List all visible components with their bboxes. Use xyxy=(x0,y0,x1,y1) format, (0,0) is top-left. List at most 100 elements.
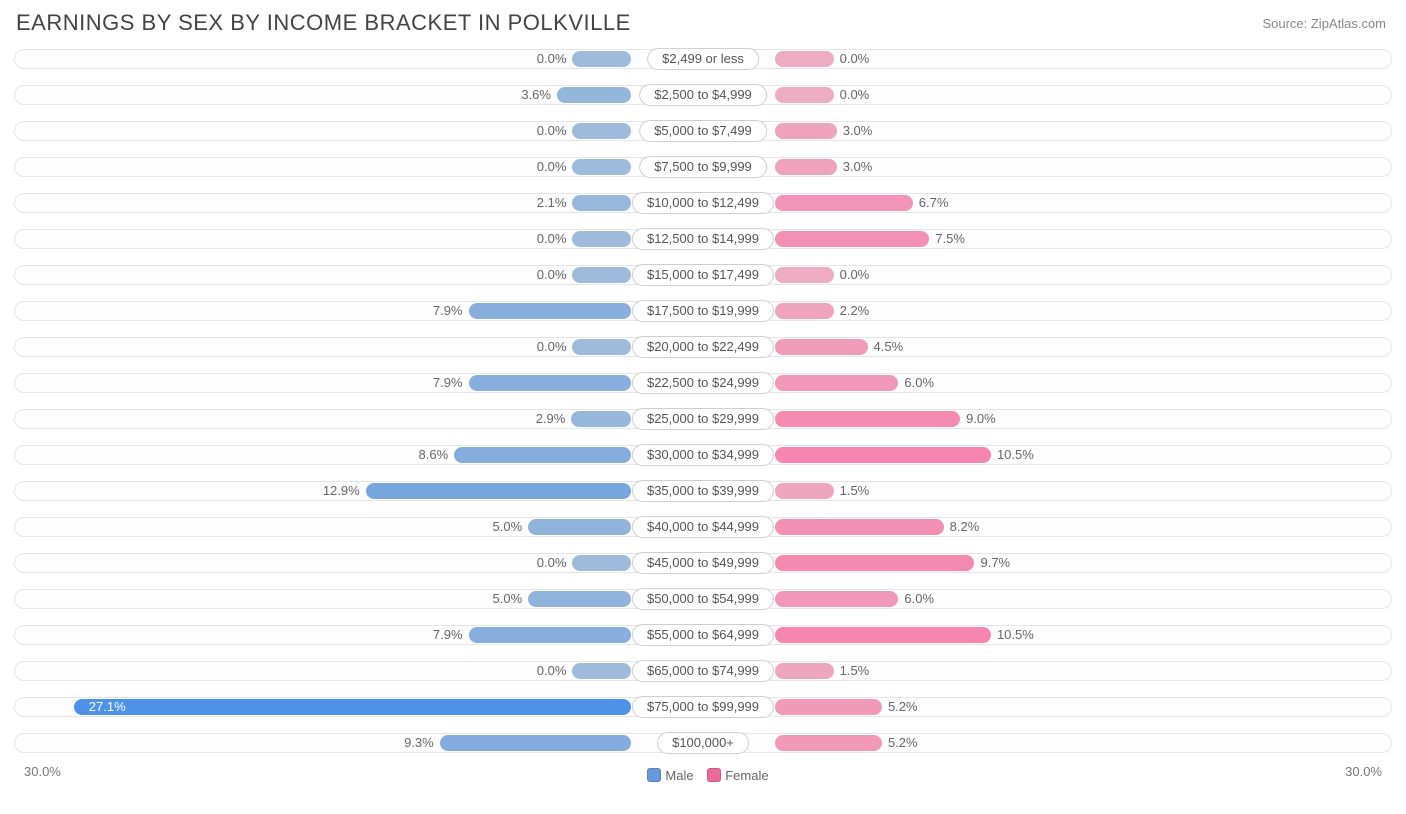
chart-row: 2.1%6.7%$10,000 to $12,499 xyxy=(14,186,1392,220)
male-value-label: 0.0% xyxy=(537,231,567,247)
male-value-label: 0.0% xyxy=(537,51,567,67)
male-bar xyxy=(366,483,631,499)
category-label: $40,000 to $44,999 xyxy=(632,516,774,538)
chart-row: 0.0% 1.5% $65,000 to $74,999 xyxy=(14,654,1392,688)
male-value-label: 7.9% xyxy=(433,375,463,391)
male-value-label: 2.9% xyxy=(536,411,566,427)
chart-row: 7.9%6.0%$22,500 to $24,999 xyxy=(14,366,1392,400)
male-value-label: 9.3% xyxy=(404,735,434,751)
category-label: $30,000 to $34,999 xyxy=(632,444,774,466)
female-bar xyxy=(775,519,944,535)
female-value-label: 4.5% xyxy=(874,339,904,355)
female-value-label: 0.0% xyxy=(840,267,870,283)
category-label: $12,500 to $14,999 xyxy=(632,228,774,250)
chart-row: 0.0% 0.0% $2,499 or less xyxy=(14,42,1392,76)
female-bar xyxy=(775,195,913,211)
female-value-label: 2.2% xyxy=(840,303,870,319)
female-value-label: 5.2% xyxy=(888,699,918,715)
category-label: $50,000 to $54,999 xyxy=(632,588,774,610)
male-bar xyxy=(572,195,631,211)
scale-max-left: 30.0% xyxy=(24,764,61,779)
male-value-label: 12.9% xyxy=(323,483,360,499)
male-value-label: 0.0% xyxy=(537,123,567,139)
female-value-label: 1.5% xyxy=(840,663,870,679)
male-value-label: 5.0% xyxy=(493,519,523,535)
male-bar xyxy=(528,519,631,535)
female-value-label: 3.0% xyxy=(843,123,873,139)
male-value-label: 7.9% xyxy=(433,627,463,643)
female-value-label: 9.0% xyxy=(966,411,996,427)
female-bar xyxy=(775,735,882,751)
female-value-label: 6.0% xyxy=(904,591,934,607)
female-bar xyxy=(775,339,868,355)
female-swatch-icon xyxy=(707,768,721,782)
category-label: $17,500 to $19,999 xyxy=(632,300,774,322)
category-label: $2,499 or less xyxy=(647,48,759,70)
chart-row: 5.0% 6.0% $50,000 to $54,999 xyxy=(14,582,1392,616)
male-bar xyxy=(572,267,631,283)
female-bar xyxy=(775,51,834,67)
female-value-label: 0.0% xyxy=(840,51,870,67)
category-label: $2,500 to $4,999 xyxy=(639,84,767,106)
chart-row: 2.9% 9.0% $25,000 to $29,999 xyxy=(14,402,1392,436)
female-bar xyxy=(775,123,837,139)
male-value-label: 5.0% xyxy=(493,591,523,607)
female-bar xyxy=(775,447,991,463)
male-bar xyxy=(571,411,631,427)
chart-row: 27.1%5.2%$75,000 to $99,999 xyxy=(14,690,1392,724)
chart-row: 5.0%8.2%$40,000 to $44,999 xyxy=(14,510,1392,544)
female-value-label: 7.5% xyxy=(935,231,965,247)
legend-female-label: Female xyxy=(725,768,768,783)
male-value-label: 8.6% xyxy=(419,447,449,463)
chart-row: 0.0%9.7%$45,000 to $49,999 xyxy=(14,546,1392,580)
category-label: $55,000 to $64,999 xyxy=(632,624,774,646)
male-bar xyxy=(557,87,631,103)
male-value-label: 0.0% xyxy=(537,267,567,283)
female-value-label: 0.0% xyxy=(840,87,870,103)
category-label: $100,000+ xyxy=(657,732,749,754)
male-value-label: 2.1% xyxy=(537,195,567,211)
category-label: $25,000 to $29,999 xyxy=(632,408,774,430)
chart-title: EARNINGS BY SEX BY INCOME BRACKET IN POL… xyxy=(16,10,631,36)
male-value-label: 0.0% xyxy=(537,663,567,679)
female-bar xyxy=(775,555,974,571)
male-value-label: 7.9% xyxy=(433,303,463,319)
female-bar xyxy=(775,483,834,499)
chart-row: 0.0% 0.0% $15,000 to $17,499 xyxy=(14,258,1392,292)
category-label: $5,000 to $7,499 xyxy=(639,120,767,142)
chart-row: 0.0% 3.0% $5,000 to $7,499 xyxy=(14,114,1392,148)
male-bar xyxy=(572,123,631,139)
male-bar xyxy=(572,51,631,67)
female-value-label: 10.5% xyxy=(997,627,1034,643)
male-value-label: 27.1% xyxy=(89,699,126,715)
female-value-label: 6.7% xyxy=(919,195,949,211)
female-value-label: 1.5% xyxy=(840,483,870,499)
legend: Male Female xyxy=(14,766,1392,783)
category-label: $7,500 to $9,999 xyxy=(639,156,767,178)
chart-row: 0.0% 4.5% $20,000 to $22,499 xyxy=(14,330,1392,364)
scale-max-right: 30.0% xyxy=(1345,764,1382,779)
female-bar xyxy=(775,411,960,427)
chart-row: 0.0% 7.5% $12,500 to $14,999 xyxy=(14,222,1392,256)
category-label: $65,000 to $74,999 xyxy=(632,660,774,682)
chart-row: 7.9% 10.5% $55,000 to $64,999 xyxy=(14,618,1392,652)
male-bar xyxy=(572,231,631,247)
female-value-label: 9.7% xyxy=(980,555,1010,571)
female-bar xyxy=(775,303,834,319)
chart-row: 3.6%0.0%$2,500 to $4,999 xyxy=(14,78,1392,112)
female-bar xyxy=(775,699,882,715)
female-bar xyxy=(775,87,834,103)
male-bar xyxy=(469,375,631,391)
legend-male-label: Male xyxy=(665,768,693,783)
male-value-label: 0.0% xyxy=(537,339,567,355)
male-bar xyxy=(572,663,631,679)
chart-row: 8.6%10.5%$30,000 to $34,999 xyxy=(14,438,1392,472)
category-label: $15,000 to $17,499 xyxy=(632,264,774,286)
female-bar xyxy=(775,627,991,643)
male-bar xyxy=(454,447,631,463)
chart-row: 12.9%1.5%$35,000 to $39,999 xyxy=(14,474,1392,508)
chart-area: 0.0%0.0%$2,499 or less3.6%0.0%$2,500 to … xyxy=(0,42,1406,760)
category-label: $20,000 to $22,499 xyxy=(632,336,774,358)
female-bar xyxy=(775,267,834,283)
chart-row: 9.3%5.2%$100,000+ xyxy=(14,726,1392,760)
